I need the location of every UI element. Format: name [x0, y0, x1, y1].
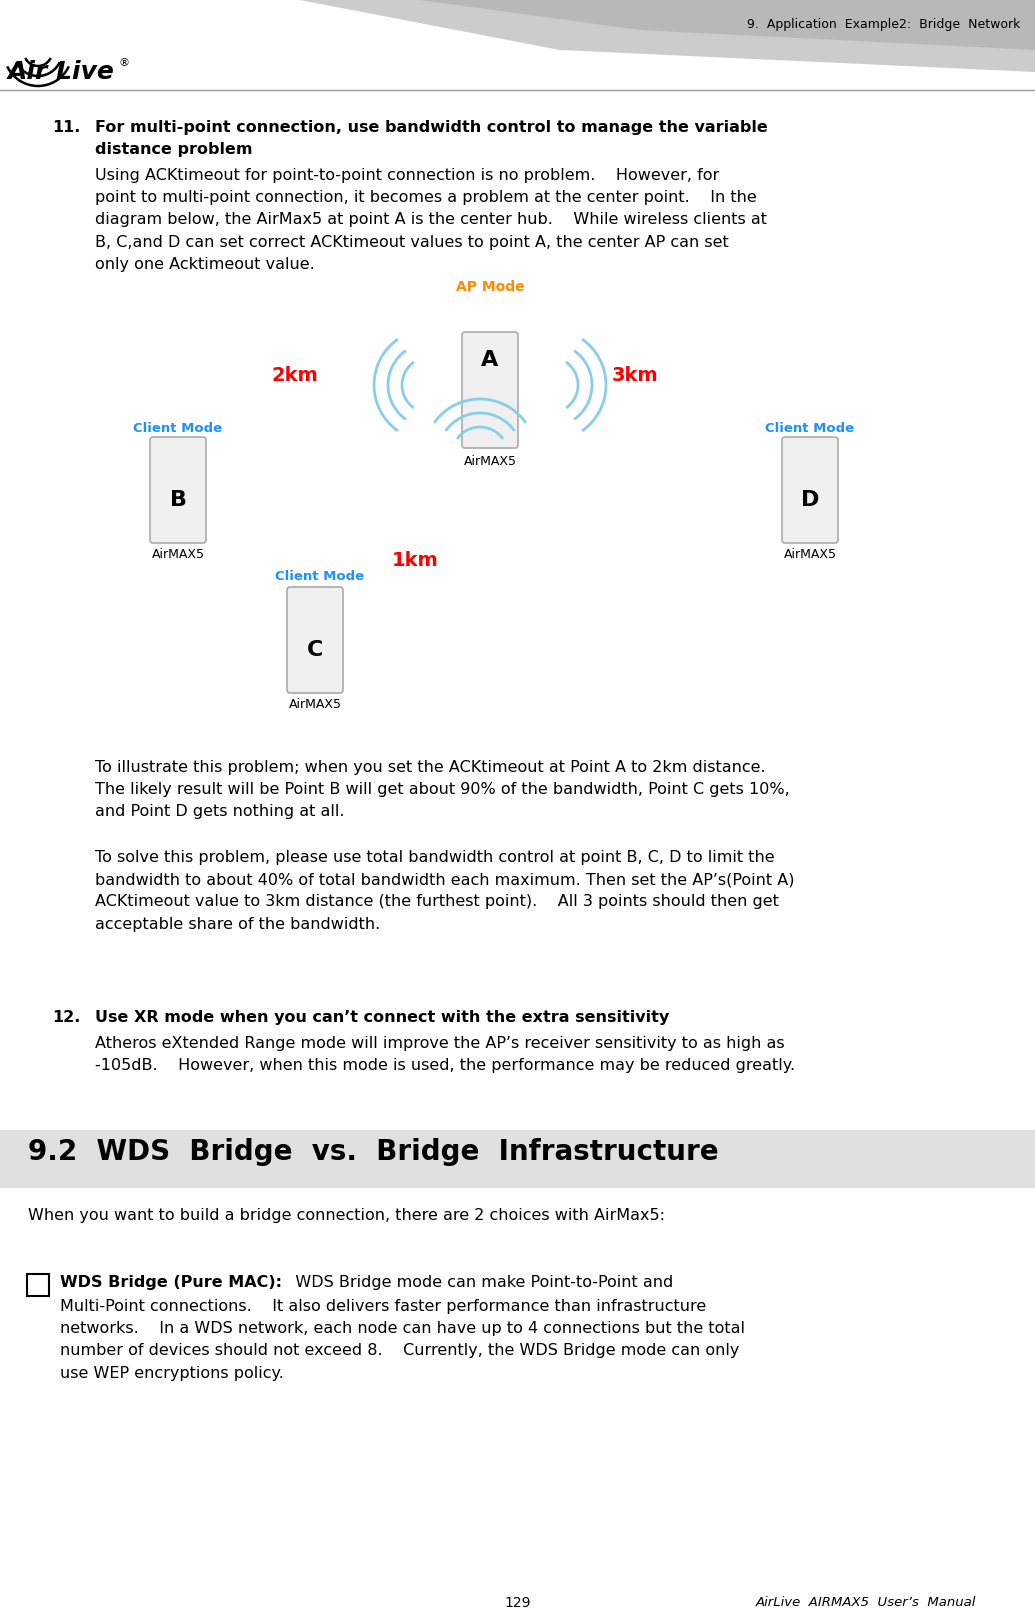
Text: 1km: 1km	[391, 550, 439, 570]
Text: 9.  Application  Example2:  Bridge  Network: 9. Application Example2: Bridge Network	[746, 18, 1021, 31]
Text: 12.: 12.	[52, 1010, 81, 1024]
Text: Multi-Point connections.    It also delivers faster performance than infrastruct: Multi-Point connections. It also deliver…	[60, 1299, 745, 1380]
Polygon shape	[300, 0, 1035, 71]
FancyBboxPatch shape	[287, 587, 343, 693]
FancyBboxPatch shape	[0, 1129, 1035, 1188]
Text: AirMAX5: AirMAX5	[783, 549, 836, 561]
Text: Air Live: Air Live	[8, 60, 115, 84]
Text: AirLive  AIRMAX5  User’s  Manual: AirLive AIRMAX5 User’s Manual	[756, 1595, 976, 1608]
Text: AirMAX5: AirMAX5	[464, 455, 516, 468]
Text: 3km: 3km	[612, 366, 658, 385]
Text: WDS Bridge (Pure MAC):: WDS Bridge (Pure MAC):	[60, 1275, 282, 1290]
Text: AirMAX5: AirMAX5	[289, 697, 342, 710]
Text: Using ACKtimeout for point-to-point connection is no problem.    However, for
po: Using ACKtimeout for point-to-point conn…	[95, 168, 767, 272]
FancyBboxPatch shape	[462, 332, 518, 448]
Text: 2km: 2km	[271, 366, 319, 385]
Text: Client Mode: Client Mode	[275, 570, 364, 582]
Text: A: A	[481, 349, 499, 371]
Text: 129: 129	[504, 1595, 531, 1610]
FancyBboxPatch shape	[150, 437, 206, 544]
Text: Client Mode: Client Mode	[134, 422, 223, 435]
FancyBboxPatch shape	[27, 1273, 49, 1296]
Text: To solve this problem, please use total bandwidth control at point B, C, D to li: To solve this problem, please use total …	[95, 849, 795, 932]
Text: For multi-point connection, use bandwidth control to manage the variable: For multi-point connection, use bandwidt…	[95, 120, 768, 134]
Text: 11.: 11.	[52, 120, 81, 134]
FancyBboxPatch shape	[782, 437, 838, 544]
Text: Client Mode: Client Mode	[766, 422, 855, 435]
Text: AirMAX5: AirMAX5	[151, 549, 205, 561]
Text: B: B	[170, 490, 186, 510]
Polygon shape	[420, 0, 1035, 50]
Text: 9.2  WDS  Bridge  vs.  Bridge  Infrastructure: 9.2 WDS Bridge vs. Bridge Infrastructure	[28, 1137, 718, 1167]
Text: When you want to build a bridge connection, there are 2 choices with AirMax5:: When you want to build a bridge connecti…	[28, 1209, 666, 1223]
Text: To illustrate this problem; when you set the ACKtimeout at Point A to 2km distan: To illustrate this problem; when you set…	[95, 760, 790, 819]
Text: D: D	[801, 490, 819, 510]
Text: Atheros eXtended Range mode will improve the AP’s receiver sensitivity to as hig: Atheros eXtended Range mode will improve…	[95, 1036, 795, 1073]
Text: WDS Bridge mode can make Point-to-Point and: WDS Bridge mode can make Point-to-Point …	[280, 1275, 673, 1290]
Text: ®: ®	[118, 58, 129, 68]
Text: distance problem: distance problem	[95, 142, 253, 157]
Text: Use XR mode when you can’t connect with the extra sensitivity: Use XR mode when you can’t connect with …	[95, 1010, 670, 1024]
Text: C: C	[306, 641, 323, 660]
Text: AP Mode: AP Mode	[455, 280, 525, 294]
